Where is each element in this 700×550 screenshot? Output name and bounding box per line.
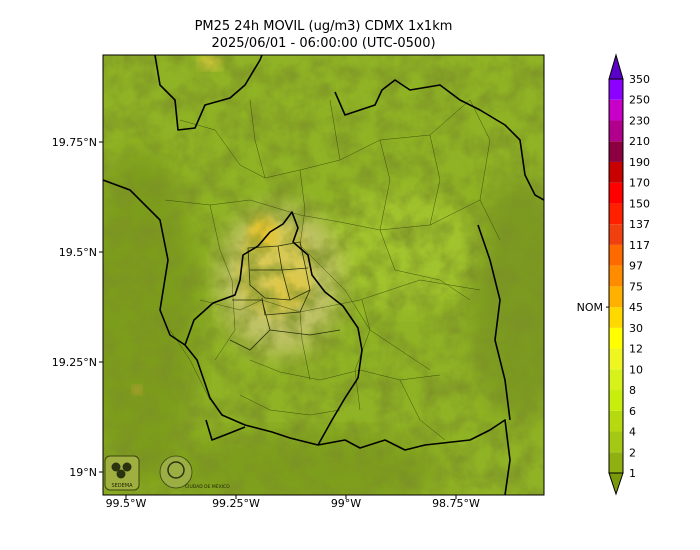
- colorbar-tick-label: 30: [629, 322, 643, 335]
- colorbar-tick-label: 6: [629, 405, 636, 418]
- colorbar-segment: [609, 161, 623, 183]
- map-frame: [102, 54, 545, 496]
- colorbar-segment: [609, 99, 623, 121]
- colorbar-segment: [609, 244, 623, 266]
- svg-text:SEDEMA: SEDEMA: [111, 483, 133, 489]
- colorbar-tick-label: 137: [629, 218, 650, 231]
- colorbar-tick-label: 350: [629, 73, 650, 86]
- lat-tick-label: 19.25°N: [52, 356, 97, 369]
- longitude-axis: 99.5°W 99.25°W 99°W 98.75°W: [106, 495, 480, 510]
- colorbar-tick-label: 45: [629, 301, 643, 314]
- ciudad-de-mexico-logo: CIUDAD DE MÉXICO: [159, 455, 230, 490]
- lon-tick-label: 98.75°W: [432, 497, 480, 510]
- colorbar-tick-label: 10: [629, 363, 643, 376]
- colorbar-tick-label: 210: [629, 135, 650, 148]
- colorbar-tick-label: 190: [629, 156, 650, 169]
- colorbar-tick-label: 97: [629, 260, 643, 273]
- latitude-axis: 19.75°N 19.5°N 19.25°N 19°N: [52, 136, 103, 479]
- municipal-boundaries: [164, 99, 501, 441]
- lon-tick-label: 99.5°W: [106, 497, 147, 510]
- colorbar-segment: [609, 452, 623, 473]
- colorbar-tick-label: 150: [629, 197, 650, 210]
- colorbar-tick-label: 2: [629, 446, 636, 459]
- lon-tick-label: 99°W: [331, 497, 361, 510]
- colorbar-tick-label: 1: [629, 467, 636, 480]
- colorbar-segment: [609, 265, 623, 287]
- colorbar-segment: [609, 348, 623, 370]
- colorbar-tick-label: 75: [629, 280, 643, 293]
- colorbar-outline: [608, 78, 624, 474]
- colorbar-segment: [609, 203, 623, 225]
- colorbar-under-arrow: [608, 472, 624, 496]
- colorbar-tick-label: 230: [629, 114, 650, 127]
- svg-text:CIUDAD DE MÉXICO: CIUDAD DE MÉXICO: [185, 482, 230, 490]
- colorbar-segment: [609, 390, 623, 411]
- colorbar-segment: [609, 369, 623, 391]
- nom-marker-label: NOM: [577, 301, 603, 314]
- colorbar-segment: [609, 79, 623, 100]
- colorbar: 1246810123045759711713715017019021023025…: [577, 53, 650, 496]
- colorbar-tick-label: 117: [629, 239, 650, 252]
- colorbar-tick-label: 250: [629, 94, 650, 107]
- colorbar-segment: [609, 410, 623, 432]
- lat-tick-label: 19°N: [69, 466, 97, 479]
- sedema-logo: SEDEMA: [104, 455, 140, 491]
- colorbar-tick-label: 12: [629, 343, 643, 356]
- colorbar-segment: [609, 431, 623, 453]
- colorbar-segment: [609, 182, 623, 204]
- colorbar-tick-label: 170: [629, 177, 650, 190]
- map-area: SEDEMA CIUDAD DE MÉXICO: [103, 55, 544, 495]
- colorbar-tick-label: 8: [629, 384, 636, 397]
- state-boundaries: [103, 55, 544, 495]
- lat-tick-label: 19.5°N: [59, 246, 97, 259]
- lon-tick-label: 99.25°W: [212, 497, 260, 510]
- alcaldia-boundaries: [229, 241, 341, 351]
- colorbar-over-arrow: [608, 53, 624, 80]
- colorbar-tick-label: 4: [629, 426, 636, 439]
- colorbar-segment: [609, 141, 623, 162]
- map-title: PM25 24h MOVIL (ug/m3) CDMX 1x1km: [194, 19, 453, 34]
- map-subtitle: 2025/06/01 - 06:00:00 (UTC-0500): [211, 36, 436, 51]
- lat-tick-label: 19.75°N: [52, 136, 97, 149]
- colorbar-segment: [609, 307, 623, 328]
- colorbar-segment: [609, 327, 623, 349]
- colorbar-segment: [609, 286, 623, 308]
- colorbar-segment: [609, 224, 623, 245]
- colorbar-segment: [609, 120, 623, 142]
